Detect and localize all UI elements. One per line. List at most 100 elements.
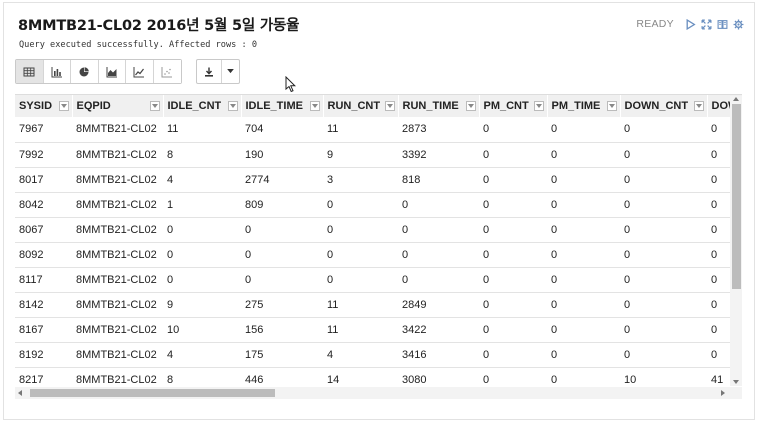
table-cell: 7967: [15, 117, 72, 143]
sort-caret-icon[interactable]: [227, 101, 238, 111]
column-header[interactable]: IDLE_TIME: [241, 95, 324, 117]
column-header[interactable]: DOWN_CNT: [620, 95, 708, 117]
book-icon[interactable]: [716, 18, 728, 30]
play-icon[interactable]: [684, 18, 696, 30]
table-cell: 0: [241, 267, 323, 293]
column-header[interactable]: IDLE_CNT: [163, 95, 242, 117]
table-cell: 0: [547, 142, 620, 168]
table-row[interactable]: 8042 8MMTB21-CL02 1 809 0 0 0 0 0 0: [15, 192, 742, 218]
gear-icon[interactable]: [732, 18, 744, 30]
vertical-scroll-thumb[interactable]: [732, 104, 741, 289]
scroll-left-icon[interactable]: [18, 390, 22, 396]
column-header[interactable]: PM_CNT: [479, 95, 548, 117]
sort-caret-icon[interactable]: [309, 101, 320, 111]
table-row[interactable]: 7967 8MMTB21-CL02 11 704 11 2873 0 0 0 0: [15, 117, 742, 143]
table-cell: 3416: [398, 342, 479, 368]
table-cell: 2849: [398, 292, 479, 318]
sort-caret-icon[interactable]: [606, 101, 617, 111]
download-button[interactable]: [197, 60, 222, 83]
table-cell: 704: [241, 117, 323, 143]
scrollbar-corner: [730, 387, 742, 399]
table-row[interactable]: 8167 8MMTB21-CL02 10 156 11 3422 0 0 0 0: [15, 317, 742, 343]
table-cell: 0: [479, 342, 547, 368]
table-cell: 0: [620, 167, 707, 193]
table-cell: 0: [163, 242, 241, 268]
table-cell: 0: [398, 217, 479, 243]
table-cell: 0: [479, 192, 547, 218]
table-row[interactable]: 8017 8MMTB21-CL02 4 2774 3 818 0 0 0 0: [15, 167, 742, 193]
column-header[interactable]: RUN_TIME: [398, 95, 480, 117]
table-cell: 0: [479, 242, 547, 268]
column-header[interactable]: PM_TIME: [547, 95, 621, 117]
table-view-button[interactable]: [16, 60, 44, 83]
table-cell: 809: [241, 192, 323, 218]
table-cell: 0: [323, 192, 398, 218]
column-header[interactable]: RUN_CNT: [323, 95, 399, 117]
column-header[interactable]: SYSID: [15, 95, 73, 117]
status-badge: READY: [636, 18, 674, 30]
sort-caret-icon[interactable]: [693, 101, 704, 111]
horizontal-scroll-thumb[interactable]: [30, 389, 275, 397]
scatter-chart-button[interactable]: [153, 60, 181, 83]
table-cell: 0: [479, 317, 547, 343]
scroll-down-icon[interactable]: [733, 380, 739, 384]
sort-caret-icon[interactable]: [465, 101, 476, 111]
table-cell: 8MMTB21-CL02: [72, 292, 163, 318]
table-cell: 10: [163, 317, 241, 343]
sort-caret-icon[interactable]: [58, 101, 69, 111]
table-cell: 9: [323, 142, 398, 168]
table-cell: 8092: [15, 242, 72, 268]
table-cell: 11: [163, 117, 241, 143]
table-cell: 11: [323, 317, 398, 343]
table-cell: 8MMTB21-CL02: [72, 192, 163, 218]
horizontal-scrollbar[interactable]: [15, 387, 730, 399]
table-cell: 3: [323, 167, 398, 193]
sort-caret-icon[interactable]: [149, 101, 160, 111]
area-chart-button[interactable]: [98, 60, 126, 83]
table-cell: 0: [479, 117, 547, 143]
sort-caret-icon[interactable]: [533, 101, 544, 111]
bar-chart-button[interactable]: [43, 60, 71, 83]
table-row[interactable]: 8067 8MMTB21-CL02 0 0 0 0 0 0 0 0: [15, 217, 742, 243]
table-cell: 2873: [398, 117, 479, 143]
table-cell: 0: [620, 317, 707, 343]
sort-caret-icon[interactable]: [384, 101, 395, 111]
pie-chart-button[interactable]: [71, 60, 99, 83]
vertical-scrollbar[interactable]: [730, 96, 742, 386]
table-cell: 190: [241, 142, 323, 168]
scroll-right-icon[interactable]: [721, 390, 725, 396]
table-cell: 0: [620, 142, 707, 168]
table-cell: 2774: [241, 167, 323, 193]
table-cell: 0: [398, 192, 479, 218]
table-cell: 156: [241, 317, 323, 343]
expand-icon[interactable]: [700, 18, 712, 30]
table-cell: 0: [547, 217, 620, 243]
table-cell: 0: [547, 267, 620, 293]
table-cell: 8142: [15, 292, 72, 318]
scroll-up-icon[interactable]: [733, 97, 739, 101]
table-body: 7967 8MMTB21-CL02 11 704 11 2873 0 0 0 0 7992 8MMTB…: [15, 117, 742, 393]
table-cell: 8MMTB21-CL02: [72, 142, 163, 168]
column-header[interactable]: EQPID: [72, 95, 164, 117]
table-cell: 0: [620, 242, 707, 268]
table-cell: 0: [620, 292, 707, 318]
download-options-dropdown[interactable]: [222, 60, 239, 83]
line-chart-button[interactable]: [126, 60, 154, 83]
table-cell: 0: [547, 242, 620, 268]
table-cell: 8MMTB21-CL02: [72, 217, 163, 243]
table-cell: 3392: [398, 142, 479, 168]
table-row[interactable]: 8142 8MMTB21-CL02 9 275 11 2849 0 0 0 0: [15, 292, 742, 318]
table-row[interactable]: 8192 8MMTB21-CL02 4 175 4 3416 0 0 0 0: [15, 342, 742, 368]
table-cell: 818: [398, 167, 479, 193]
table-cell: 8167: [15, 317, 72, 343]
table-cell: 0: [479, 167, 547, 193]
table-cell: 1: [163, 192, 241, 218]
table-row[interactable]: 8092 8MMTB21-CL02 0 0 0 0 0 0 0 0: [15, 242, 742, 268]
table-cell: 0: [620, 117, 707, 143]
table-row[interactable]: 7992 8MMTB21-CL02 8 190 9 3392 0 0 0 0: [15, 142, 742, 168]
visualization-toolbar: [15, 59, 182, 84]
table-row[interactable]: 8117 8MMTB21-CL02 0 0 0 0 0 0 0 0: [15, 267, 742, 293]
table-cell: 4: [323, 342, 398, 368]
table-cell: 4: [163, 167, 241, 193]
table-cell: 0: [479, 267, 547, 293]
